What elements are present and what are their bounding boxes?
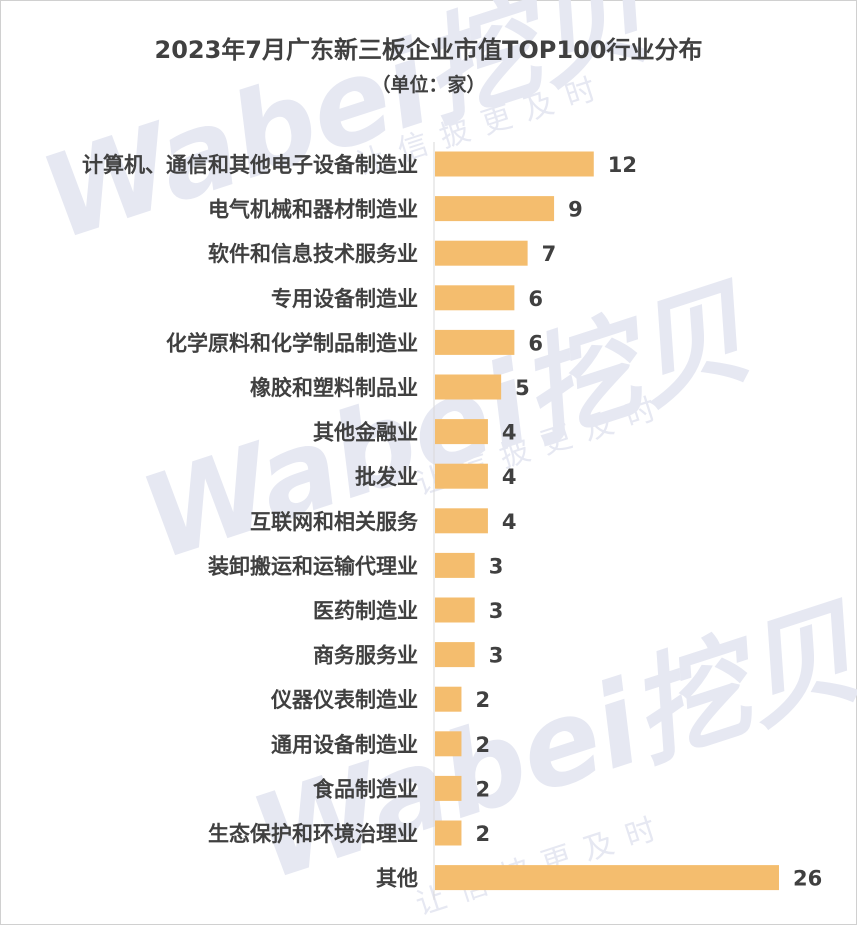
bar bbox=[435, 329, 515, 355]
category-label: 医药制造业 bbox=[313, 599, 418, 623]
chart-subtitle: （单位：家） bbox=[371, 74, 486, 96]
category-label: 专用设备制造业 bbox=[271, 287, 418, 311]
category-label: 批发业 bbox=[355, 465, 418, 489]
value-label: 2 bbox=[475, 688, 490, 712]
category-label: 化学原料和化学制品制造业 bbox=[166, 331, 418, 355]
value-label: 9 bbox=[568, 198, 583, 222]
value-label: 6 bbox=[528, 331, 543, 355]
category-label: 生态保护和环境治理业 bbox=[208, 822, 418, 846]
chart-title: 2023年7月广东新三板企业市值TOP100行业分布 bbox=[154, 36, 703, 64]
bar bbox=[435, 775, 462, 801]
bar bbox=[435, 240, 528, 266]
value-label: 6 bbox=[528, 287, 543, 311]
value-label: 3 bbox=[489, 599, 504, 623]
bar bbox=[435, 820, 462, 846]
bar bbox=[435, 374, 502, 400]
value-label: 7 bbox=[542, 242, 557, 266]
bar bbox=[435, 552, 475, 578]
value-label: 3 bbox=[489, 554, 504, 578]
value-label: 4 bbox=[502, 465, 517, 489]
value-label: 2 bbox=[475, 733, 490, 757]
value-label: 3 bbox=[489, 644, 504, 668]
bar bbox=[435, 686, 462, 712]
category-label: 电气机械和器材制造业 bbox=[208, 198, 418, 222]
bar bbox=[435, 508, 488, 534]
category-label: 装卸搬运和运输代理业 bbox=[208, 554, 418, 578]
value-label: 2 bbox=[475, 777, 490, 801]
value-label: 12 bbox=[608, 153, 637, 177]
bar bbox=[435, 196, 555, 222]
value-label: 26 bbox=[793, 867, 822, 891]
category-label: 其他金融业 bbox=[313, 421, 418, 445]
category-label: 互联网和相关服务 bbox=[250, 510, 419, 534]
bar bbox=[435, 151, 594, 177]
bar bbox=[435, 463, 488, 489]
category-label: 通用设备制造业 bbox=[271, 733, 418, 757]
category-label: 计算机、通信和其他电子设备制造业 bbox=[82, 153, 418, 177]
bar bbox=[435, 285, 515, 311]
value-label: 2 bbox=[475, 822, 490, 846]
bar bbox=[435, 419, 488, 445]
bar bbox=[435, 597, 475, 623]
value-label: 4 bbox=[502, 510, 517, 534]
category-label: 其他 bbox=[376, 867, 418, 891]
bar bbox=[435, 731, 462, 757]
category-label: 商务服务业 bbox=[313, 644, 418, 668]
bar bbox=[435, 642, 475, 668]
category-label: 橡胶和塑料制品业 bbox=[250, 376, 418, 400]
value-label: 4 bbox=[502, 421, 517, 445]
value-label: 5 bbox=[515, 376, 530, 400]
bar bbox=[435, 865, 779, 891]
category-label: 软件和信息技术服务业 bbox=[208, 242, 418, 266]
category-label: 食品制造业 bbox=[313, 777, 418, 801]
category-label: 仪器仪表制造业 bbox=[270, 688, 418, 712]
